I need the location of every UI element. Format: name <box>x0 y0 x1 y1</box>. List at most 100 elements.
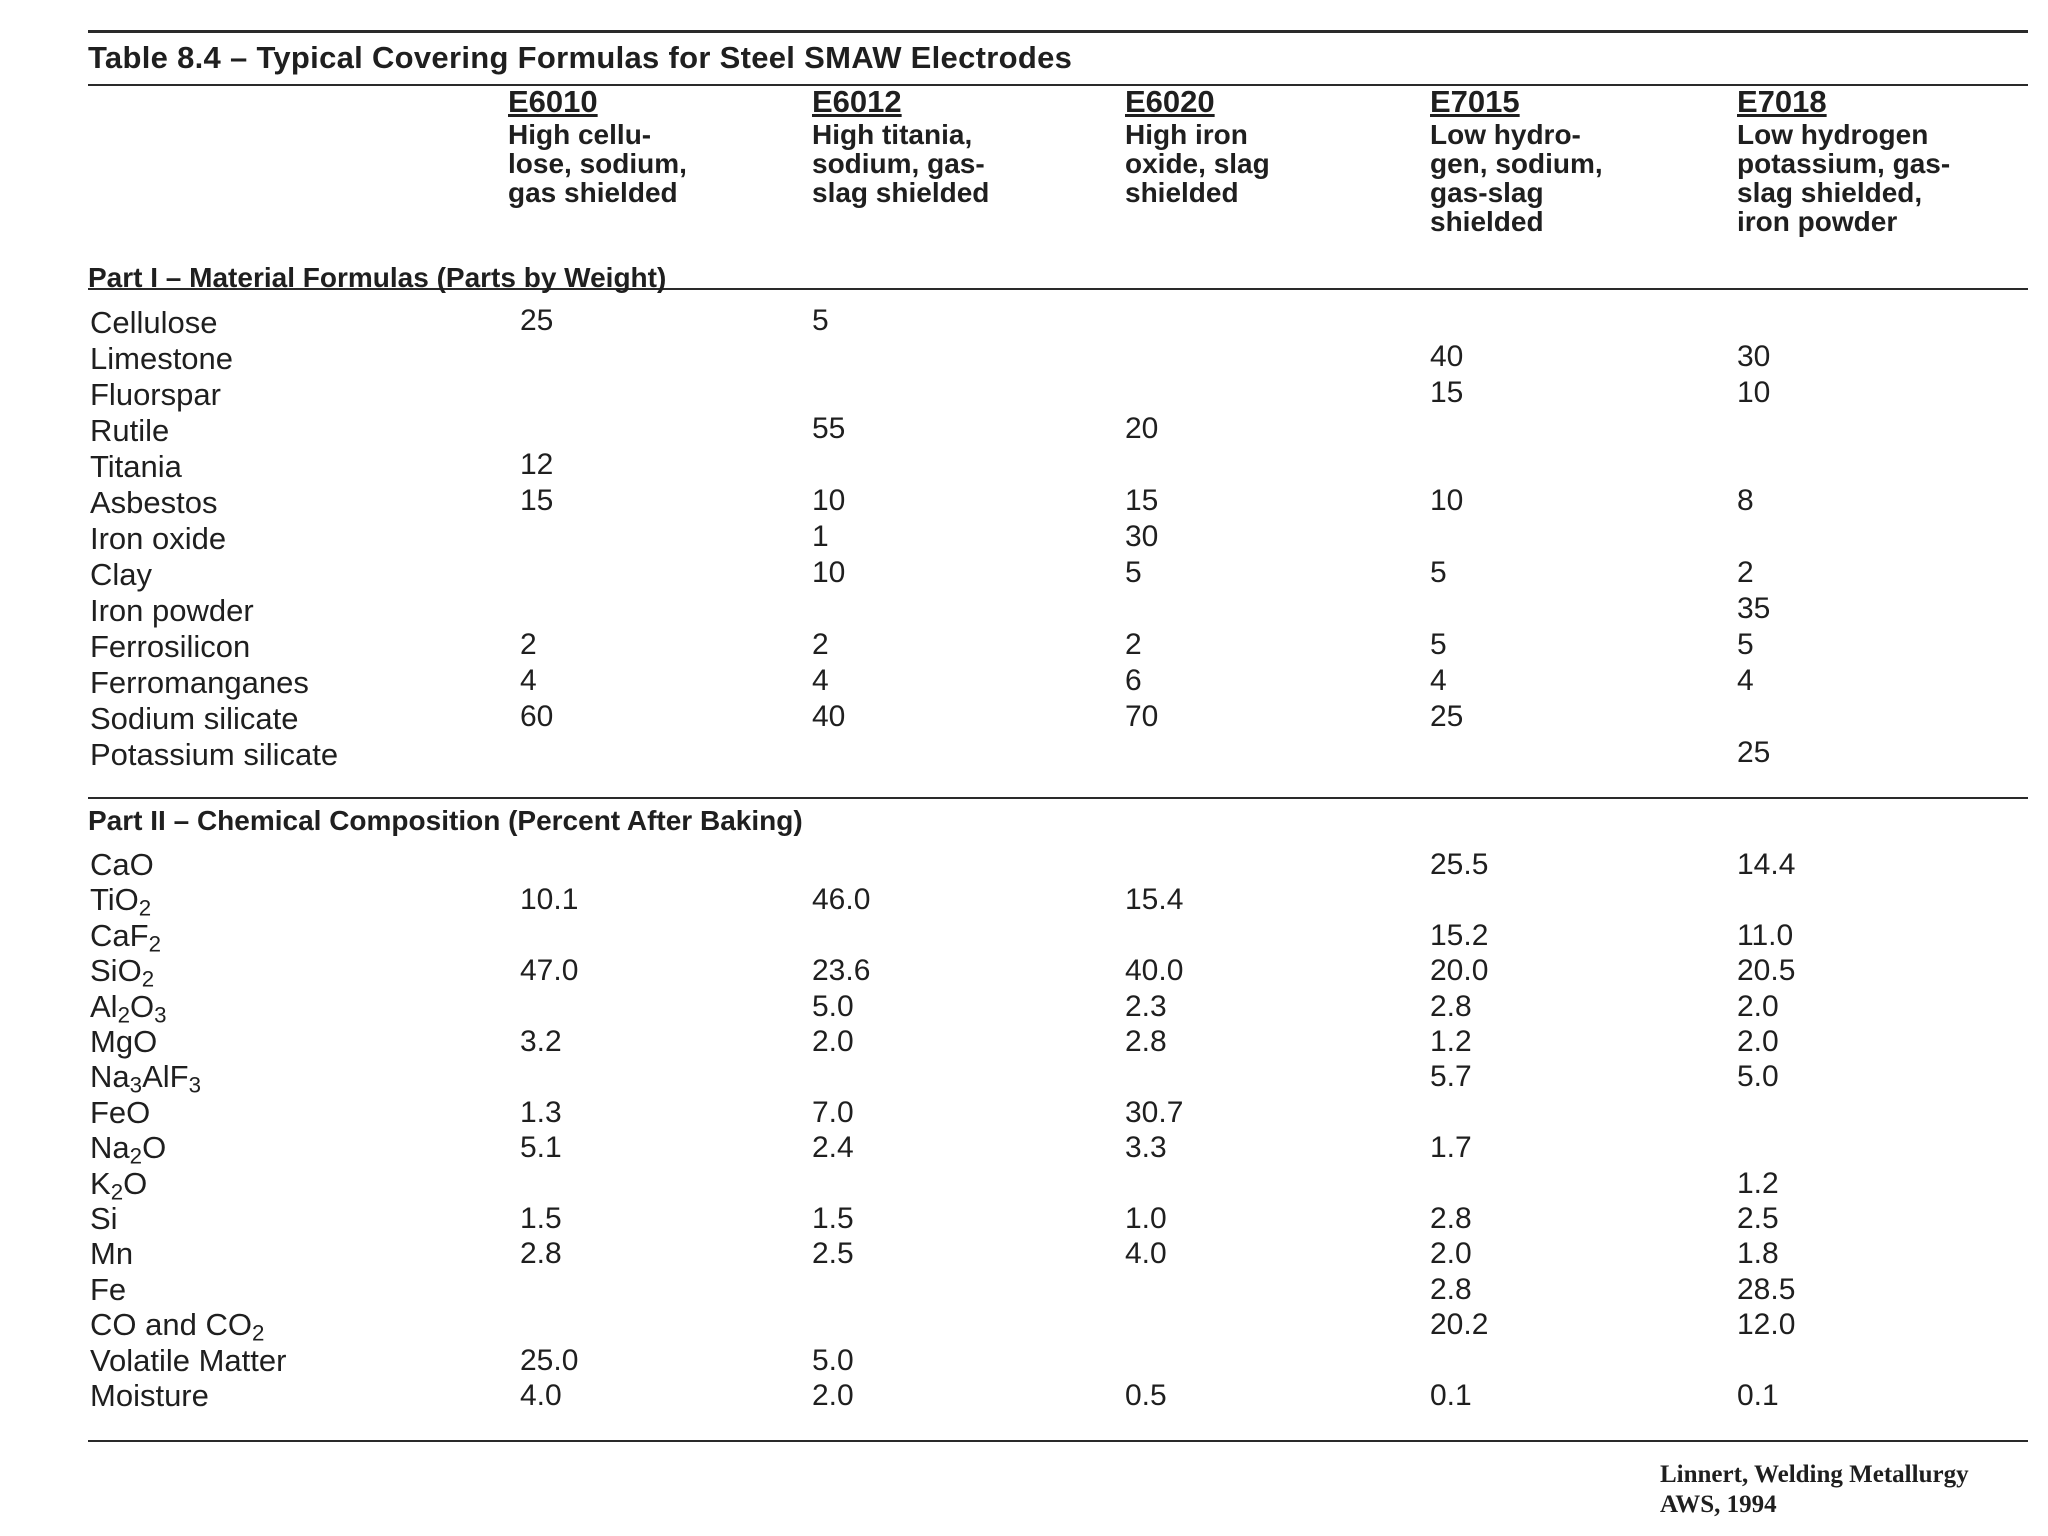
table-cell: 15.4 <box>1125 883 1184 917</box>
column-header-e7018: E7018 Low hydrogen potassium, gas- slag s… <box>1737 84 2037 236</box>
citation: Linnert, Welding Metallurgy AWS, 1994 <box>1660 1460 1969 1520</box>
table-cell: 25.5 <box>1430 848 1489 881</box>
table-cell: 11.0 <box>1737 918 1794 952</box>
table-cell: 2.3 <box>1125 989 1167 1023</box>
table-cell: 5 <box>1737 628 1754 661</box>
header-rule <box>88 288 2028 290</box>
row-label: Ferrosilicon <box>90 629 251 664</box>
table-cell: 28.5 <box>1737 1272 1796 1306</box>
row-label: Si <box>90 1201 118 1236</box>
row-label: Na3AlF3 <box>90 1059 201 1098</box>
row-label: Clay <box>90 557 153 592</box>
table-cell: 8 <box>1737 484 1754 517</box>
row-label: Mn <box>90 1236 134 1272</box>
table-cell: 2.0 <box>1737 1025 1779 1058</box>
table-cell: 40 <box>812 700 846 733</box>
table-cell: 2.8 <box>1430 989 1472 1023</box>
row-label: Fluorspar <box>90 377 221 412</box>
row-label: Limestone <box>90 341 234 376</box>
row-label: Ferromanganes <box>90 665 309 700</box>
table-cell: 1.5 <box>812 1202 854 1235</box>
row-label: Asbestos <box>90 485 218 520</box>
table-cell: 30 <box>1125 520 1159 553</box>
table-cell: 20.2 <box>1430 1308 1489 1342</box>
column-code: E6020 <box>1125 84 1215 119</box>
table-cell: 25.0 <box>520 1343 579 1377</box>
table-cell: 1.2 <box>1737 1166 1779 1200</box>
table-cell: 4 <box>1737 664 1754 697</box>
table-cell: 20 <box>1125 412 1159 445</box>
table-cell: 2.0 <box>812 1379 854 1412</box>
row-label: CaF2 <box>90 917 161 957</box>
table-cell: 2 <box>812 628 829 661</box>
table-cell: 20.5 <box>1737 954 1796 988</box>
row-label: SiO2 <box>90 953 155 992</box>
table-cell: 2.5 <box>812 1237 854 1271</box>
table-cell: 40 <box>1430 340 1464 373</box>
table-cell: 4 <box>812 664 829 697</box>
table-cell: 1 <box>812 520 829 553</box>
table-cell: 15.2 <box>1430 918 1489 952</box>
row-label: Moisture <box>90 1378 209 1413</box>
table-cell: 5 <box>1430 628 1447 661</box>
table-cell: 2 <box>1737 556 1754 589</box>
table-cell: 2.0 <box>812 1025 854 1058</box>
table-cell: 2 <box>1125 628 1142 661</box>
row-label: Sodium silicate <box>90 701 299 736</box>
table-cell: 10.1 <box>520 883 579 917</box>
table-cell: 5.0 <box>812 1343 854 1377</box>
table-cell: 2.5 <box>1737 1202 1779 1235</box>
table-cell: 3.2 <box>520 1025 562 1058</box>
table-cell: 10 <box>812 556 846 589</box>
table-cell: 4.0 <box>520 1379 562 1412</box>
part1-title: Part I – Material Formulas (Parts by Wei… <box>88 262 667 293</box>
top-rule <box>88 30 2028 33</box>
table-cell: 2.8 <box>1430 1272 1472 1306</box>
table-cell: 2.4 <box>812 1131 854 1165</box>
table-cell: 15 <box>520 484 554 517</box>
table-cell: 15 <box>1125 484 1159 517</box>
table-cell: 1.5 <box>520 1202 562 1235</box>
column-description: Low hydrogen potassium, gas- slag shield… <box>1737 119 1951 237</box>
table-cell: 6 <box>1125 664 1142 697</box>
table-cell: 2.0 <box>1737 989 1779 1023</box>
table-cell: 2.8 <box>520 1237 562 1271</box>
column-code: E6012 <box>812 84 902 119</box>
row-label: Na2O <box>90 1130 167 1169</box>
table-cell: 1.7 <box>1430 1131 1472 1165</box>
row-label: Iron powder <box>90 593 254 628</box>
title-rule <box>88 84 2028 86</box>
column-header-e6012: E6012 High titania, sodium, gas- slag shi… <box>812 84 1112 207</box>
part2-rule <box>88 797 2028 799</box>
table-cell: 15 <box>1430 376 1464 409</box>
table-cell: 14.4 <box>1737 848 1796 881</box>
row-label: Al2O3 <box>90 988 167 1028</box>
row-label: TiO2 <box>90 882 152 921</box>
table-cell: 2.0 <box>1430 1237 1472 1271</box>
table-cell: 5.7 <box>1430 1060 1472 1094</box>
citation-line-1: Linnert, Welding Metallurgy <box>1660 1461 1969 1488</box>
table-cell: 4.0 <box>1125 1237 1167 1271</box>
table-cell: 12.0 <box>1737 1308 1796 1342</box>
row-label: Rutile <box>90 413 170 448</box>
table-cell: 30 <box>1737 340 1771 373</box>
table-cell: 60 <box>520 700 554 733</box>
column-code: E7015 <box>1430 84 1520 119</box>
column-description: Low hydro- gen, sodium, gas-slag shielde… <box>1430 119 1603 237</box>
column-header-e6010: E6010 High cellu- lose, sodium, gas shiel… <box>508 84 808 207</box>
table-cell: 1.3 <box>520 1095 562 1129</box>
table-cell: 46.0 <box>812 883 871 917</box>
row-label: MgO <box>90 1024 158 1059</box>
row-label: K2O <box>90 1165 148 1205</box>
row-label: Titania <box>90 449 182 484</box>
table-cell: 55 <box>812 412 846 445</box>
row-label: Iron oxide <box>90 521 227 556</box>
table-cell: 47.0 <box>520 954 579 988</box>
table-cell: 2 <box>520 628 537 661</box>
table-cell: 0.1 <box>1737 1379 1779 1412</box>
row-label: CO and CO2 <box>90 1307 265 1346</box>
table-title: Table 8.4 – Typical Covering Formulas fo… <box>88 40 1073 75</box>
table-cell: 25 <box>1737 736 1771 769</box>
table-cell: 5 <box>812 304 829 337</box>
